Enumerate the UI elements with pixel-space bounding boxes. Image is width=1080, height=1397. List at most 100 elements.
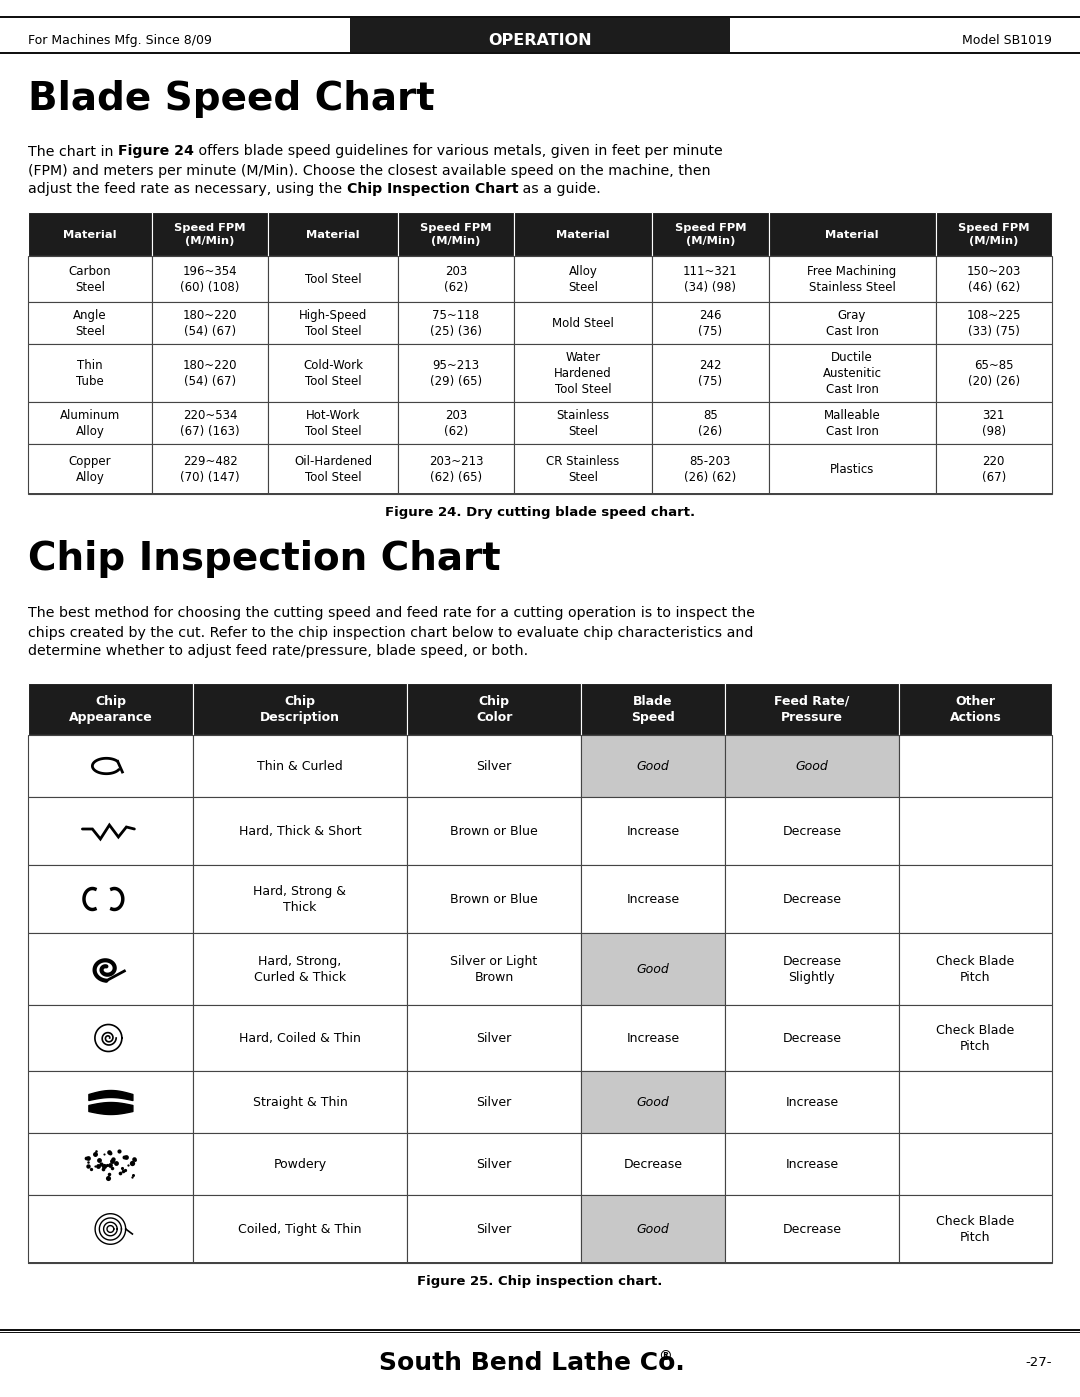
Bar bbox=[268, 302, 397, 344]
Bar bbox=[514, 212, 652, 256]
Text: South Bend Lathe Co.: South Bend Lathe Co. bbox=[379, 1351, 685, 1375]
Bar bbox=[407, 933, 581, 1004]
Bar bbox=[397, 256, 514, 302]
Bar bbox=[725, 1004, 899, 1071]
Text: The chart in: The chart in bbox=[28, 144, 118, 158]
Text: Model SB1019: Model SB1019 bbox=[962, 34, 1052, 47]
Text: Aluminum
Alloy: Aluminum Alloy bbox=[59, 409, 120, 439]
Bar bbox=[28, 256, 152, 302]
Text: Alloy
Steel: Alloy Steel bbox=[568, 265, 598, 293]
Bar bbox=[193, 735, 407, 798]
Text: Chip
Description: Chip Description bbox=[260, 694, 340, 724]
Text: Hard, Coiled & Thin: Hard, Coiled & Thin bbox=[239, 1032, 361, 1045]
Bar bbox=[0, 1329, 1080, 1331]
Bar bbox=[725, 1071, 899, 1133]
Bar bbox=[193, 1133, 407, 1194]
Bar bbox=[899, 865, 1052, 933]
Text: Silver: Silver bbox=[476, 760, 512, 773]
Bar bbox=[581, 735, 725, 798]
Text: Powdery: Powdery bbox=[273, 1158, 326, 1171]
Bar bbox=[28, 302, 152, 344]
Text: Good: Good bbox=[796, 760, 828, 773]
Bar bbox=[899, 798, 1052, 865]
Bar bbox=[193, 1194, 407, 1263]
Bar bbox=[152, 444, 268, 495]
Text: determine whether to adjust feed rate/pressure, blade speed, or both.: determine whether to adjust feed rate/pr… bbox=[28, 644, 528, 658]
Bar bbox=[514, 344, 652, 402]
Text: Good: Good bbox=[636, 760, 670, 773]
Text: 229~482
(70) (147): 229~482 (70) (147) bbox=[180, 455, 240, 483]
Text: Hard, Strong,
Curled & Thick: Hard, Strong, Curled & Thick bbox=[254, 956, 346, 983]
Text: Speed FPM
(M/Min): Speed FPM (M/Min) bbox=[675, 224, 746, 246]
Bar bbox=[0, 15, 1080, 18]
Text: Brown or Blue: Brown or Blue bbox=[450, 893, 538, 907]
Bar bbox=[581, 1194, 725, 1263]
Bar bbox=[28, 1004, 193, 1071]
Bar bbox=[152, 212, 268, 256]
Bar bbox=[725, 865, 899, 933]
Text: Tool Steel: Tool Steel bbox=[305, 272, 362, 286]
Text: 246
(75): 246 (75) bbox=[699, 309, 723, 338]
Bar bbox=[193, 798, 407, 865]
Bar bbox=[0, 52, 1080, 54]
Text: Speed FPM
(M/Min): Speed FPM (M/Min) bbox=[174, 224, 246, 246]
Text: Chip Inspection Chart: Chip Inspection Chart bbox=[347, 183, 518, 197]
Text: Material: Material bbox=[825, 229, 879, 239]
Bar bbox=[193, 683, 407, 735]
Text: 242
(75): 242 (75) bbox=[699, 359, 723, 388]
Bar bbox=[725, 1194, 899, 1263]
Bar bbox=[899, 1004, 1052, 1071]
Bar bbox=[407, 1071, 581, 1133]
Text: Increase: Increase bbox=[626, 1032, 679, 1045]
Bar bbox=[193, 1004, 407, 1071]
Bar bbox=[407, 1194, 581, 1263]
Bar bbox=[407, 735, 581, 798]
Text: Good: Good bbox=[636, 1097, 670, 1109]
Bar bbox=[350, 18, 730, 52]
Text: Thin
Tube: Thin Tube bbox=[76, 359, 104, 388]
Text: Check Blade
Pitch: Check Blade Pitch bbox=[936, 1215, 1014, 1243]
Bar bbox=[725, 1133, 899, 1194]
Text: Decrease: Decrease bbox=[782, 1222, 841, 1236]
Text: 108~225
(33) (75): 108~225 (33) (75) bbox=[967, 309, 1021, 338]
Text: Silver: Silver bbox=[476, 1222, 512, 1236]
Bar bbox=[152, 302, 268, 344]
Bar bbox=[152, 256, 268, 302]
Text: offers blade speed guidelines for various metals, given in feet per minute: offers blade speed guidelines for variou… bbox=[194, 144, 723, 158]
Bar bbox=[268, 444, 397, 495]
Text: Angle
Steel: Angle Steel bbox=[73, 309, 107, 338]
Bar bbox=[268, 212, 397, 256]
Text: Material: Material bbox=[556, 229, 610, 239]
Bar bbox=[407, 865, 581, 933]
Bar bbox=[935, 302, 1052, 344]
Bar bbox=[581, 933, 725, 1004]
Bar bbox=[935, 444, 1052, 495]
Text: Chip
Appearance: Chip Appearance bbox=[68, 694, 152, 724]
Bar bbox=[581, 1133, 725, 1194]
Text: Straight & Thin: Straight & Thin bbox=[253, 1097, 348, 1109]
Bar bbox=[935, 212, 1052, 256]
Bar bbox=[407, 683, 581, 735]
Bar bbox=[652, 402, 769, 444]
Text: Oil-Hardened
Tool Steel: Oil-Hardened Tool Steel bbox=[294, 455, 373, 483]
Text: Free Machining
Stainless Steel: Free Machining Stainless Steel bbox=[808, 265, 896, 293]
Text: 150~203
(46) (62): 150~203 (46) (62) bbox=[967, 265, 1021, 293]
Text: 203~213
(62) (65): 203~213 (62) (65) bbox=[429, 455, 483, 483]
Bar bbox=[725, 798, 899, 865]
Text: High-Speed
Tool Steel: High-Speed Tool Steel bbox=[299, 309, 367, 338]
Text: Good: Good bbox=[636, 963, 670, 977]
Text: Speed FPM
(M/Min): Speed FPM (M/Min) bbox=[420, 224, 491, 246]
Bar bbox=[652, 256, 769, 302]
Bar bbox=[935, 344, 1052, 402]
Bar bbox=[652, 302, 769, 344]
Bar bbox=[397, 302, 514, 344]
Bar bbox=[268, 402, 397, 444]
Text: Increase: Increase bbox=[626, 893, 679, 907]
Bar bbox=[769, 256, 935, 302]
Bar bbox=[397, 344, 514, 402]
Text: Good: Good bbox=[636, 1222, 670, 1236]
Text: Feed Rate/
Pressure: Feed Rate/ Pressure bbox=[774, 694, 850, 724]
Text: 220~534
(67) (163): 220~534 (67) (163) bbox=[180, 409, 240, 439]
Bar bbox=[769, 444, 935, 495]
Text: Other
Actions: Other Actions bbox=[949, 694, 1001, 724]
